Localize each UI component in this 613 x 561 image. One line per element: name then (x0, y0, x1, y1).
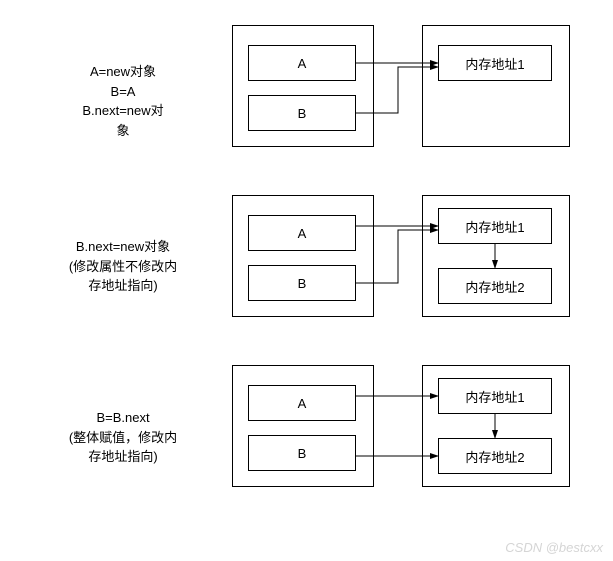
caption-1-line-4: 象 (116, 123, 129, 138)
box-b-1-label: B (298, 106, 307, 121)
box-m1-2: 内存地址1 (438, 208, 552, 244)
caption-2-line-1: B.next=new对象 (76, 239, 170, 254)
box-m2-3: 内存地址2 (438, 438, 552, 474)
caption-1-line-3: B.next=new对 (82, 103, 163, 118)
box-a-3: A (248, 385, 356, 421)
box-m1-3-label: 内存地址1 (465, 387, 524, 406)
box-b-3-label: B (298, 446, 307, 461)
box-a-1-label: A (298, 56, 307, 71)
box-m1-2-label: 内存地址1 (465, 217, 524, 236)
box-m2-2-label: 内存地址2 (465, 277, 524, 296)
caption-2: B.next=new对象 (修改属性不修改内 存地址指向) (48, 237, 198, 296)
caption-3-line-1: B=B.next (96, 410, 149, 425)
caption-1-line-1: A=new对象 (90, 64, 156, 79)
box-a-2-label: A (298, 226, 307, 241)
box-a-1: A (248, 45, 356, 81)
box-m1-3: 内存地址1 (438, 378, 552, 414)
caption-2-line-2: (修改属性不修改内 (69, 259, 177, 274)
caption-2-line-3: 存地址指向) (88, 278, 157, 293)
box-a-2: A (248, 215, 356, 251)
box-m1-1: 内存地址1 (438, 45, 552, 81)
box-b-2: B (248, 265, 356, 301)
caption-3-line-2: (整体赋值，修改内 (69, 430, 177, 445)
watermark: CSDN @bestcxx (505, 540, 603, 555)
caption-1-line-2: B=A (111, 84, 136, 99)
caption-3: B=B.next (整体赋值，修改内 存地址指向) (48, 408, 198, 467)
caption-1: A=new对象 B=A B.next=new对 象 (58, 62, 188, 140)
box-b-2-label: B (298, 276, 307, 291)
box-b-3: B (248, 435, 356, 471)
box-a-3-label: A (298, 396, 307, 411)
box-b-1: B (248, 95, 356, 131)
box-m2-3-label: 内存地址2 (465, 447, 524, 466)
box-m1-1-label: 内存地址1 (465, 54, 524, 73)
diagram-root: A=new对象 B=A B.next=new对 象 A B 内存地址1 B.ne… (0, 0, 613, 561)
box-m2-2: 内存地址2 (438, 268, 552, 304)
right-container-1 (422, 25, 570, 147)
caption-3-line-3: 存地址指向) (88, 449, 157, 464)
